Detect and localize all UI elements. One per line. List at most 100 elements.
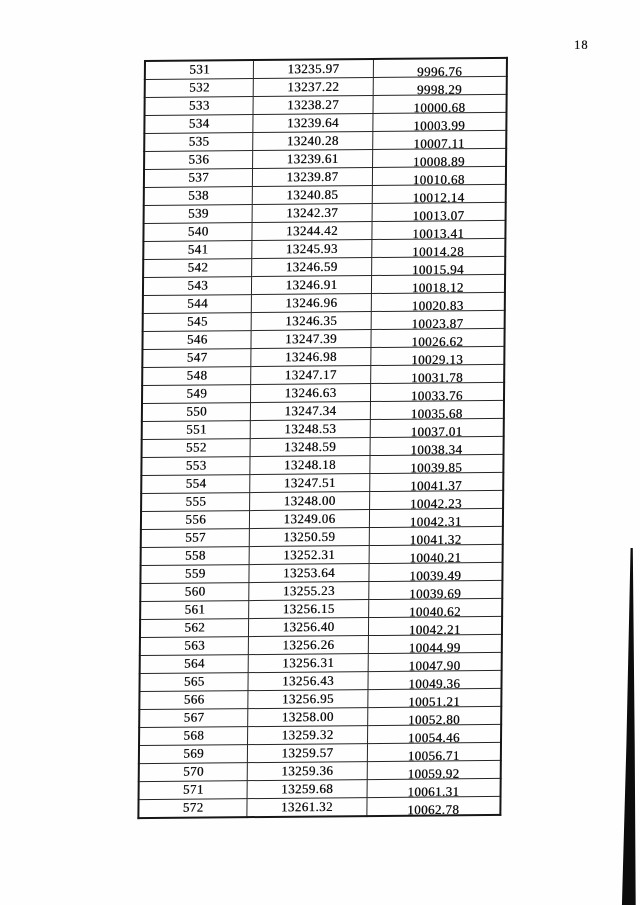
table-row: 562 13256.40 10042.21 <box>139 616 503 638</box>
cell-value: 13259.32 <box>281 726 334 742</box>
cell-value: 558 <box>184 546 206 563</box>
cell-value: 10013.41 <box>412 225 465 241</box>
cell-value: 10040.62 <box>408 603 461 619</box>
table-row: 570 13259.36 10059.92 <box>138 760 501 782</box>
value1-cell: 13246.91 <box>251 275 372 295</box>
cell-value: 546 <box>186 330 208 347</box>
value1-cell: 13246.98 <box>251 347 371 367</box>
cell-value: 548 <box>186 366 208 383</box>
index-cell: 557 <box>140 528 250 548</box>
value1-cell: 13259.57 <box>247 743 368 763</box>
index-cell: 564 <box>139 654 249 674</box>
cell-value: 13256.26 <box>282 636 335 652</box>
index-cell: 542 <box>143 258 253 278</box>
index-cell: 556 <box>140 510 250 530</box>
cell-value: 10000.68 <box>413 99 466 115</box>
index-cell: 543 <box>142 276 252 296</box>
index-cell: 569 <box>138 744 248 764</box>
value1-cell: 13261.32 <box>247 797 367 818</box>
cell-value: 552 <box>185 438 207 455</box>
table-row: 533 13238.27 10000.68 <box>144 94 507 116</box>
index-cell: 531 <box>144 60 254 80</box>
cell-value: 13247.39 <box>284 330 338 346</box>
cell-value: 13247.51 <box>283 474 336 490</box>
value1-cell: 13255.23 <box>249 581 369 601</box>
cell-value: 543 <box>187 276 209 293</box>
cell-value: 10037.01 <box>410 423 463 439</box>
cell-value: 551 <box>186 420 207 437</box>
cell-value: 10035.68 <box>410 405 463 421</box>
table-row: 536 13239.61 10008.89 <box>144 148 507 170</box>
cell-value: 541 <box>187 240 209 257</box>
cell-value: 567 <box>183 708 205 725</box>
cell-value: 563 <box>184 636 206 653</box>
value1-cell: 13256.15 <box>249 599 369 619</box>
cell-value: 13244.42 <box>285 222 338 238</box>
value1-cell: 13259.68 <box>247 779 367 799</box>
index-cell: 560 <box>140 582 250 602</box>
index-cell: 552 <box>141 438 251 458</box>
table-row: 560 13255.23 10039.69 <box>140 580 503 602</box>
cell-value: 553 <box>185 456 207 473</box>
value1-cell: 13238.27 <box>253 95 373 115</box>
value1-cell: 13239.61 <box>252 149 373 169</box>
table-row: 566 13256.95 10051.21 <box>139 688 502 710</box>
table-row: 531 13235.97 9996.76 <box>144 57 507 80</box>
index-cell: 537 <box>143 168 253 188</box>
index-cell: 535 <box>144 132 254 152</box>
table-row: 535 13240.28 10007.11 <box>144 130 507 152</box>
value1-cell: 13256.26 <box>248 635 368 655</box>
cell-value: 10038.34 <box>410 441 463 457</box>
value1-cell: 13259.36 <box>247 761 367 781</box>
cell-value: 10054.46 <box>407 729 460 745</box>
value1-cell: 13247.17 <box>251 365 371 385</box>
cell-value: 534 <box>188 114 210 131</box>
cell-value: 10039.69 <box>409 585 462 601</box>
value1-cell: 13248.59 <box>250 437 370 457</box>
table-row: 556 13249.06 10042.31 <box>140 508 504 530</box>
cell-value: 13256.95 <box>281 690 334 706</box>
value1-cell: 13246.96 <box>251 293 371 313</box>
cell-value: 10042.31 <box>409 513 462 529</box>
data-table: 531 13235.97 9996.76 532 13237.22 9998.29 533 1… <box>137 56 508 820</box>
table-row: 553 13248.18 10039.85 <box>141 454 504 476</box>
index-cell: 554 <box>141 474 251 494</box>
cell-value: 10049.36 <box>408 675 461 691</box>
table-row: 551 13248.53 10037.01 <box>141 418 504 440</box>
index-cell: 559 <box>140 564 250 584</box>
cell-value: 10003.99 <box>413 117 466 133</box>
index-cell: 549 <box>142 384 252 404</box>
value1-cell: 13239.64 <box>253 113 373 133</box>
table-row: 571 13259.68 10061.31 <box>138 778 501 800</box>
value1-cell: 13240.85 <box>252 185 372 205</box>
cell-value: 13252.31 <box>283 546 336 562</box>
value1-cell: 13246.35 <box>251 311 371 331</box>
cell-value: 10041.37 <box>409 477 463 493</box>
cell-value: 571 <box>182 781 204 797</box>
cell-value: 13235.97 <box>287 60 340 76</box>
index-cell: 571 <box>138 780 248 800</box>
cell-value: 13255.23 <box>282 582 335 598</box>
cell-value: 13258.00 <box>281 708 334 724</box>
table-row: 545 13246.35 10023.87 <box>142 310 505 332</box>
value1-cell: 13245.93 <box>252 239 372 259</box>
cell-value: 13259.57 <box>281 744 334 760</box>
index-cell: 555 <box>141 492 251 512</box>
cell-value: 13246.91 <box>285 276 338 292</box>
table-row: 548 13247.17 10031.78 <box>142 364 505 386</box>
cell-value: 13259.36 <box>281 762 334 778</box>
table-body: 531 13235.97 9996.76 532 13237.22 9998.29 533 1… <box>138 57 507 819</box>
cell-value: 559 <box>184 564 206 581</box>
value1-cell: 13256.43 <box>248 671 368 691</box>
index-cell: 550 <box>141 402 251 422</box>
cell-value: 13246.98 <box>284 348 337 364</box>
cell-value: 544 <box>187 294 208 311</box>
index-cell: 547 <box>142 348 252 368</box>
cell-value: 13249.06 <box>283 510 336 526</box>
cell-value: 10052.80 <box>407 711 461 727</box>
value1-cell: 13253.64 <box>249 563 369 583</box>
cell-value: 557 <box>185 528 206 545</box>
cell-value: 13239.64 <box>286 114 339 130</box>
index-cell: 570 <box>138 762 248 782</box>
